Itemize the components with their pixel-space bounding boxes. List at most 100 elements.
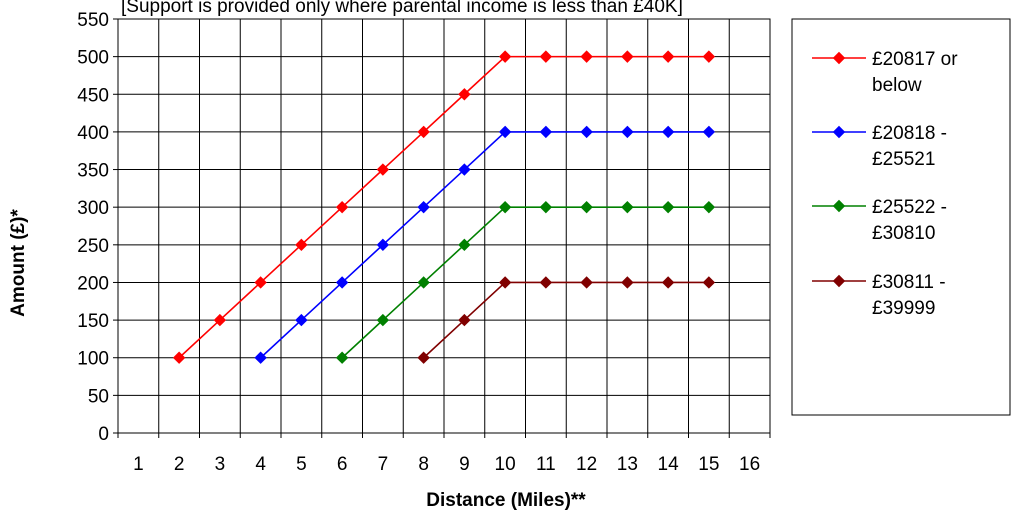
y-tick-label: 400 <box>77 123 109 144</box>
data-point-marker <box>702 125 716 139</box>
series-3 <box>335 200 716 364</box>
x-tick-label: 6 <box>337 454 348 475</box>
x-tick-label: 11 <box>536 454 556 475</box>
legend-label: £25522 - <box>872 197 947 218</box>
data-point-marker <box>335 200 349 214</box>
legend-entry-3: £25522 - £30810 <box>812 197 947 244</box>
legend-entry-4: £30811 - £39999 <box>812 272 946 319</box>
legend-label: £30810 <box>872 223 935 244</box>
x-tick-label: 4 <box>255 454 266 475</box>
series-4 <box>417 276 716 364</box>
data-point-marker <box>621 50 634 63</box>
y-tick-label: 450 <box>77 85 109 106</box>
data-point-marker <box>417 276 430 289</box>
x-tick-label: 2 <box>174 454 185 475</box>
y-tick-label: 50 <box>88 386 109 407</box>
data-point-marker <box>417 125 430 139</box>
data-point-marker <box>376 163 390 176</box>
data-point-marker <box>539 276 553 289</box>
y-tick-label: 550 <box>77 10 109 31</box>
series-line <box>260 131 709 359</box>
data-point-marker <box>254 276 267 289</box>
data-point-marker <box>417 200 430 214</box>
data-point-marker <box>539 125 553 139</box>
data-point-marker <box>498 276 512 289</box>
legend-label: £20817 or <box>872 49 958 70</box>
data-point-marker <box>335 276 349 289</box>
data-point-marker <box>458 238 471 252</box>
data-point-marker <box>498 200 512 214</box>
data-point-marker <box>661 200 675 214</box>
y-axis-title: Amount (£)* <box>8 209 29 317</box>
x-tick-label: 3 <box>215 454 226 475</box>
data-point-marker <box>702 276 716 289</box>
data-point-marker <box>661 276 675 289</box>
data-point-marker <box>661 125 675 139</box>
y-tick-label: 200 <box>77 273 109 294</box>
data-point-marker <box>580 50 593 63</box>
x-tick-label: 12 <box>576 454 597 475</box>
legend-label: £25521 <box>872 149 935 170</box>
x-tick-label: 5 <box>296 454 307 475</box>
data-point-marker <box>661 50 675 63</box>
legend-entry-1: £20817 or below <box>812 49 958 96</box>
data-point-marker <box>376 313 390 327</box>
data-point-marker <box>621 200 634 214</box>
series-1 <box>172 50 716 364</box>
legend-label: £30811 - <box>872 272 946 293</box>
series-layer <box>172 50 716 364</box>
data-point-marker <box>458 88 471 101</box>
data-point-marker <box>621 276 634 289</box>
data-point-marker <box>539 200 553 214</box>
legend-label: £39999 <box>872 298 935 319</box>
x-tick-label: 10 <box>495 454 516 475</box>
y-tick-label: 100 <box>77 349 109 370</box>
legend-marker <box>832 199 846 213</box>
data-point-marker <box>539 50 553 63</box>
data-point-marker <box>295 238 308 252</box>
x-tick-label: 9 <box>459 454 470 475</box>
data-point-marker <box>458 163 471 176</box>
legend-box <box>791 18 1011 416</box>
y-tick-label: 350 <box>77 161 109 182</box>
data-point-marker <box>254 351 267 364</box>
data-point-marker <box>580 276 593 289</box>
legend: £20817 or below £20818 - £25521 £25522 - £308… <box>791 18 1011 416</box>
data-point-marker <box>213 313 227 327</box>
chart-subtitle: [Support is provided only where parental… <box>121 0 683 17</box>
y-tick-label: 150 <box>77 311 109 332</box>
legend-label: below <box>872 75 922 96</box>
y-tick-label: 500 <box>77 48 109 69</box>
x-tick-label: 8 <box>418 454 429 475</box>
data-point-marker <box>498 50 512 63</box>
x-axis-title: Distance (Miles)** <box>426 490 586 511</box>
legend-marker <box>832 274 846 288</box>
legend-entry-2: £20818 - £25521 <box>812 123 947 170</box>
y-tick-label: 0 <box>98 424 109 445</box>
series-line <box>341 206 709 359</box>
data-point-marker <box>498 125 512 139</box>
x-tick-label: 16 <box>739 454 760 475</box>
series-line <box>423 281 709 359</box>
series-line <box>178 55 709 359</box>
y-tick-label: 300 <box>77 198 109 219</box>
data-point-marker <box>580 125 593 139</box>
x-tick-label: 7 <box>378 454 389 475</box>
legend-marker <box>832 51 846 65</box>
legend-marker <box>832 125 846 139</box>
data-point-marker <box>580 200 593 214</box>
data-point-marker <box>417 351 430 364</box>
legend-label: £20818 - <box>872 123 947 144</box>
x-tick-label: 13 <box>617 454 638 475</box>
x-tick-label: 1 <box>133 454 144 475</box>
data-point-marker <box>335 351 349 364</box>
x-tick-label: 15 <box>698 454 719 475</box>
x-tick-label: 14 <box>658 454 680 475</box>
data-point-marker <box>621 125 634 139</box>
data-point-marker <box>295 313 308 327</box>
data-point-marker <box>702 200 716 214</box>
grid <box>117 18 771 434</box>
